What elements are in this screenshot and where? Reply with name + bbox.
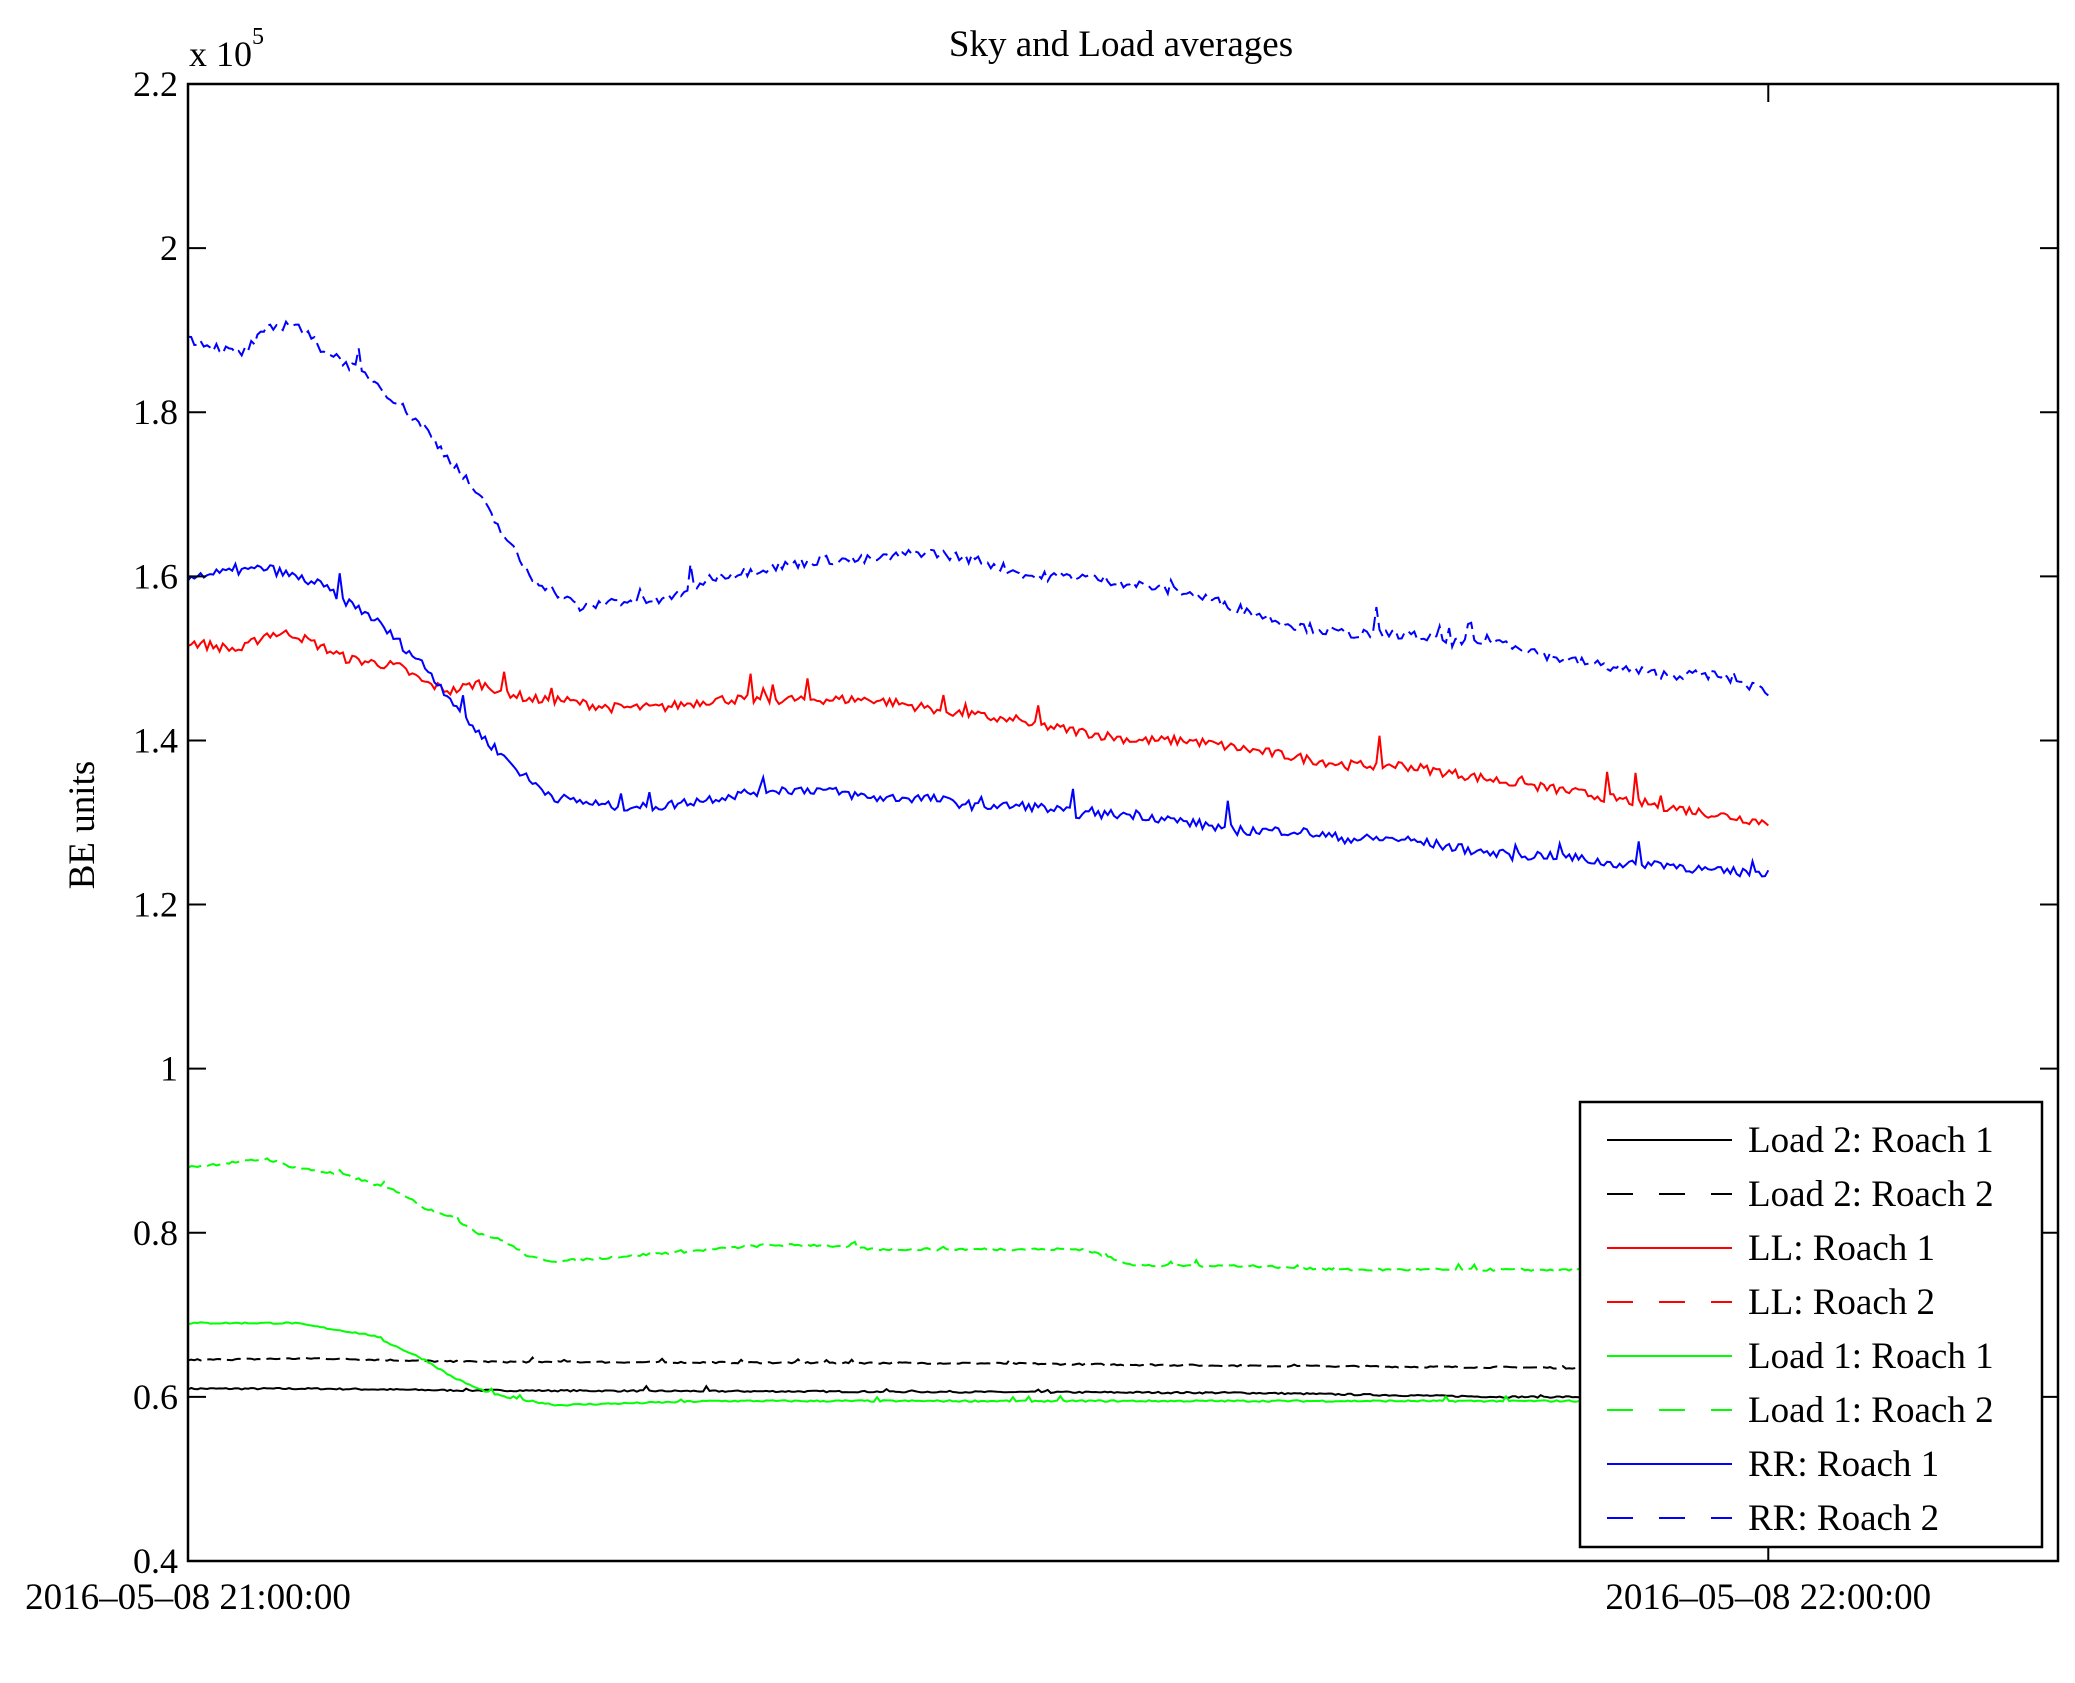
y-multiplier-exponent: 5: [252, 24, 264, 50]
series-line-4: [187, 1321, 1611, 1407]
y-tick-label: 1.6: [133, 556, 178, 596]
legend: Load 2: Roach 1 Load 2: Roach 2 LL: Roach …: [1578, 1100, 2044, 1549]
axis-ticks: 0.4 0.6 0.8 1 1.2 1.4 1.6 1.8 2 2.2 2016–05–08 21:…: [25, 64, 2058, 1618]
y-tick-label: 0.6: [133, 1377, 178, 1417]
y-tick-label: 1.2: [133, 885, 178, 925]
series-line-5: [187, 1157, 1611, 1273]
legend-label: Load 1: Roach 2: [1748, 1390, 1994, 1431]
series-line-1: [187, 1356, 1611, 1370]
legend-label: RR: Roach 1: [1748, 1444, 1939, 1485]
legend-label: RR: Roach 2: [1748, 1498, 1939, 1539]
series-line-7: [187, 319, 1769, 697]
legend-label: Load 1: Roach 1: [1748, 1336, 1994, 1377]
legend-label: LL: Roach 2: [1748, 1282, 1935, 1323]
legend-label: Load 2: Roach 2: [1748, 1174, 1994, 1215]
axes-frame: [186, 82, 2060, 1563]
y-tick-label: 2: [160, 228, 178, 268]
y-axis-label: BE units: [62, 761, 103, 890]
y-tick-label: 0.4: [133, 1541, 178, 1581]
y-tick-label: 1.8: [133, 392, 178, 432]
y-tick-label: 0.8: [133, 1213, 178, 1253]
y-tick-label: 2.2: [133, 64, 178, 104]
x-tick-label: 2016–05–08 21:00:00: [25, 1577, 351, 1618]
chart-title: Sky and Load averages: [949, 24, 1293, 65]
y-tick-label: 1.4: [133, 720, 178, 760]
y-multiplier: x 105: [189, 24, 264, 74]
y-tick-label: 1: [160, 1049, 178, 1089]
series-line-6: [187, 561, 1770, 878]
legend-box: [1578, 1100, 2044, 1549]
y-multiplier-base: x 10: [189, 34, 252, 74]
series-line-2: [187, 628, 1769, 827]
x-tick-label: 2016–05–08 22:00:00: [1605, 1577, 1931, 1618]
plot-lines: [187, 319, 1770, 1407]
legend-label: LL: Roach 1: [1748, 1228, 1935, 1269]
series-line-0: [187, 1384, 1612, 1399]
legend-label: Load 2: Roach 1: [1748, 1120, 1994, 1161]
